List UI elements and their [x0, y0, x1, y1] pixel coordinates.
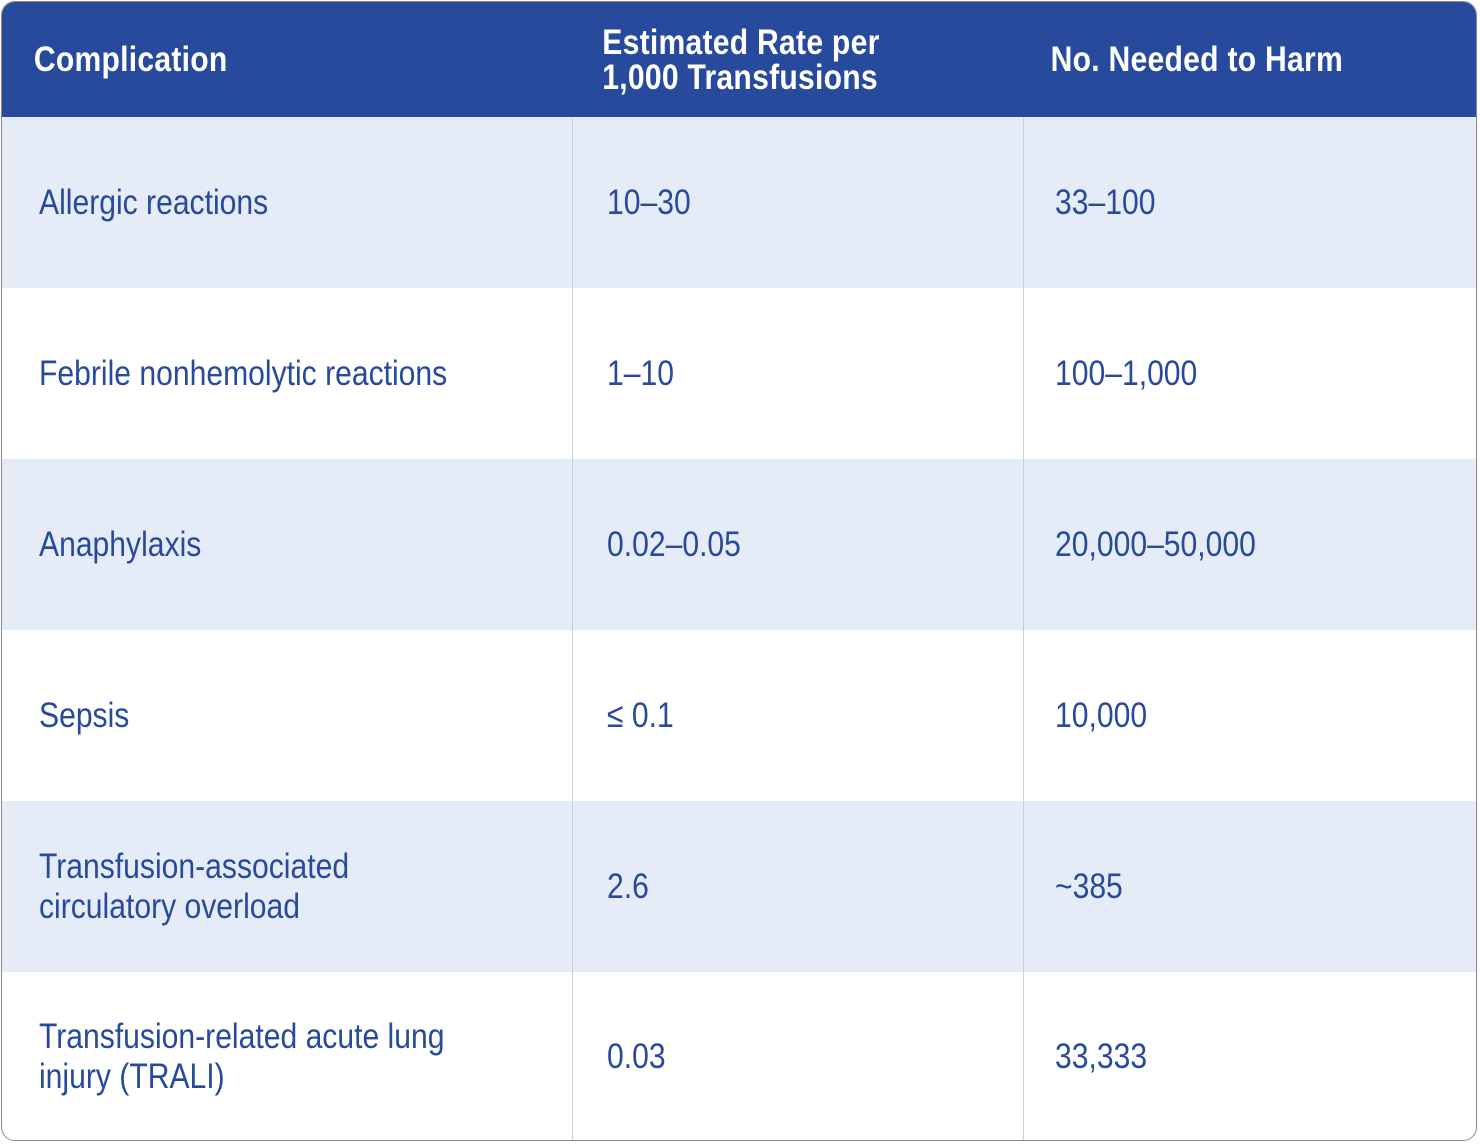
cell-text: 10,000 [1055, 695, 1148, 735]
table-header: Complication Estimated Rate per 1,000 Tr… [2, 2, 1476, 117]
cell-rate: ≤ 0.1 [573, 630, 1024, 801]
cell-nnh: ~385 [1024, 801, 1476, 972]
cell-text: Sepsis [39, 695, 130, 735]
cell-nnh: 33–100 [1024, 117, 1476, 288]
cell-rate: 0.02–0.05 [573, 459, 1024, 630]
table-row: Sepsis ≤ 0.1 10,000 [2, 630, 1476, 801]
table-row: Anaphylaxis 0.02–0.05 20,000–50,000 [2, 459, 1476, 630]
cell-nnh: 100–1,000 [1024, 288, 1476, 459]
header-rate: Estimated Rate per 1,000 Transfusions [602, 22, 880, 97]
cell-nnh: 20,000–50,000 [1024, 459, 1476, 630]
cell-rate: 1–10 [573, 288, 1024, 459]
cell-complication: Febrile nonhemolytic reactions [2, 288, 573, 459]
cell-text: Febrile nonhemolytic reactions [39, 353, 448, 393]
cell-complication: Anaphylaxis [2, 459, 573, 630]
table-row: Transfusion-associated circulatory overl… [2, 801, 1476, 972]
cell-rate: 0.03 [573, 972, 1024, 1140]
cell-text: 100–1,000 [1055, 353, 1198, 393]
cell-text: 1–10 [607, 353, 674, 393]
header-nnh: No. Needed to Harm [1050, 40, 1343, 79]
cell-text: 0.03 [607, 1037, 666, 1076]
table-row: Transfusion-related acute lung injury (T… [2, 972, 1476, 1140]
table-row: Febrile nonhemolytic reactions 1–10 100–… [2, 288, 1476, 459]
cell-text: 33,333 [1055, 1037, 1148, 1076]
cell-complication: Transfusion-associated circulatory overl… [2, 801, 573, 972]
header-complication: Complication [33, 40, 228, 79]
cell-text: 20,000–50,000 [1055, 524, 1256, 564]
cell-complication: Allergic reactions [2, 117, 573, 288]
cell-text: 0.02–0.05 [607, 524, 741, 564]
cell-nnh: 33,333 [1024, 972, 1476, 1140]
cell-text: Transfusion-related acute lung injury (T… [39, 1017, 445, 1096]
cell-text: Allergic reactions [39, 182, 269, 222]
cell-text: ≤ 0.1 [607, 695, 674, 735]
cell-text: 10–30 [607, 182, 691, 222]
table-row: Allergic reactions 10–30 33–100 [2, 117, 1476, 288]
cell-text: 33–100 [1055, 182, 1156, 222]
cell-nnh: 10,000 [1024, 630, 1476, 801]
cell-text: Transfusion-associated circulatory overl… [39, 846, 350, 926]
cell-rate: 2.6 [573, 801, 1024, 972]
cell-text: ~385 [1055, 866, 1123, 906]
cell-rate: 10–30 [573, 117, 1024, 288]
cell-complication: Transfusion-related acute lung injury (T… [2, 972, 573, 1140]
cell-text: 2.6 [607, 866, 649, 906]
cell-complication: Sepsis [2, 630, 573, 801]
cell-text: Anaphylaxis [39, 524, 202, 564]
